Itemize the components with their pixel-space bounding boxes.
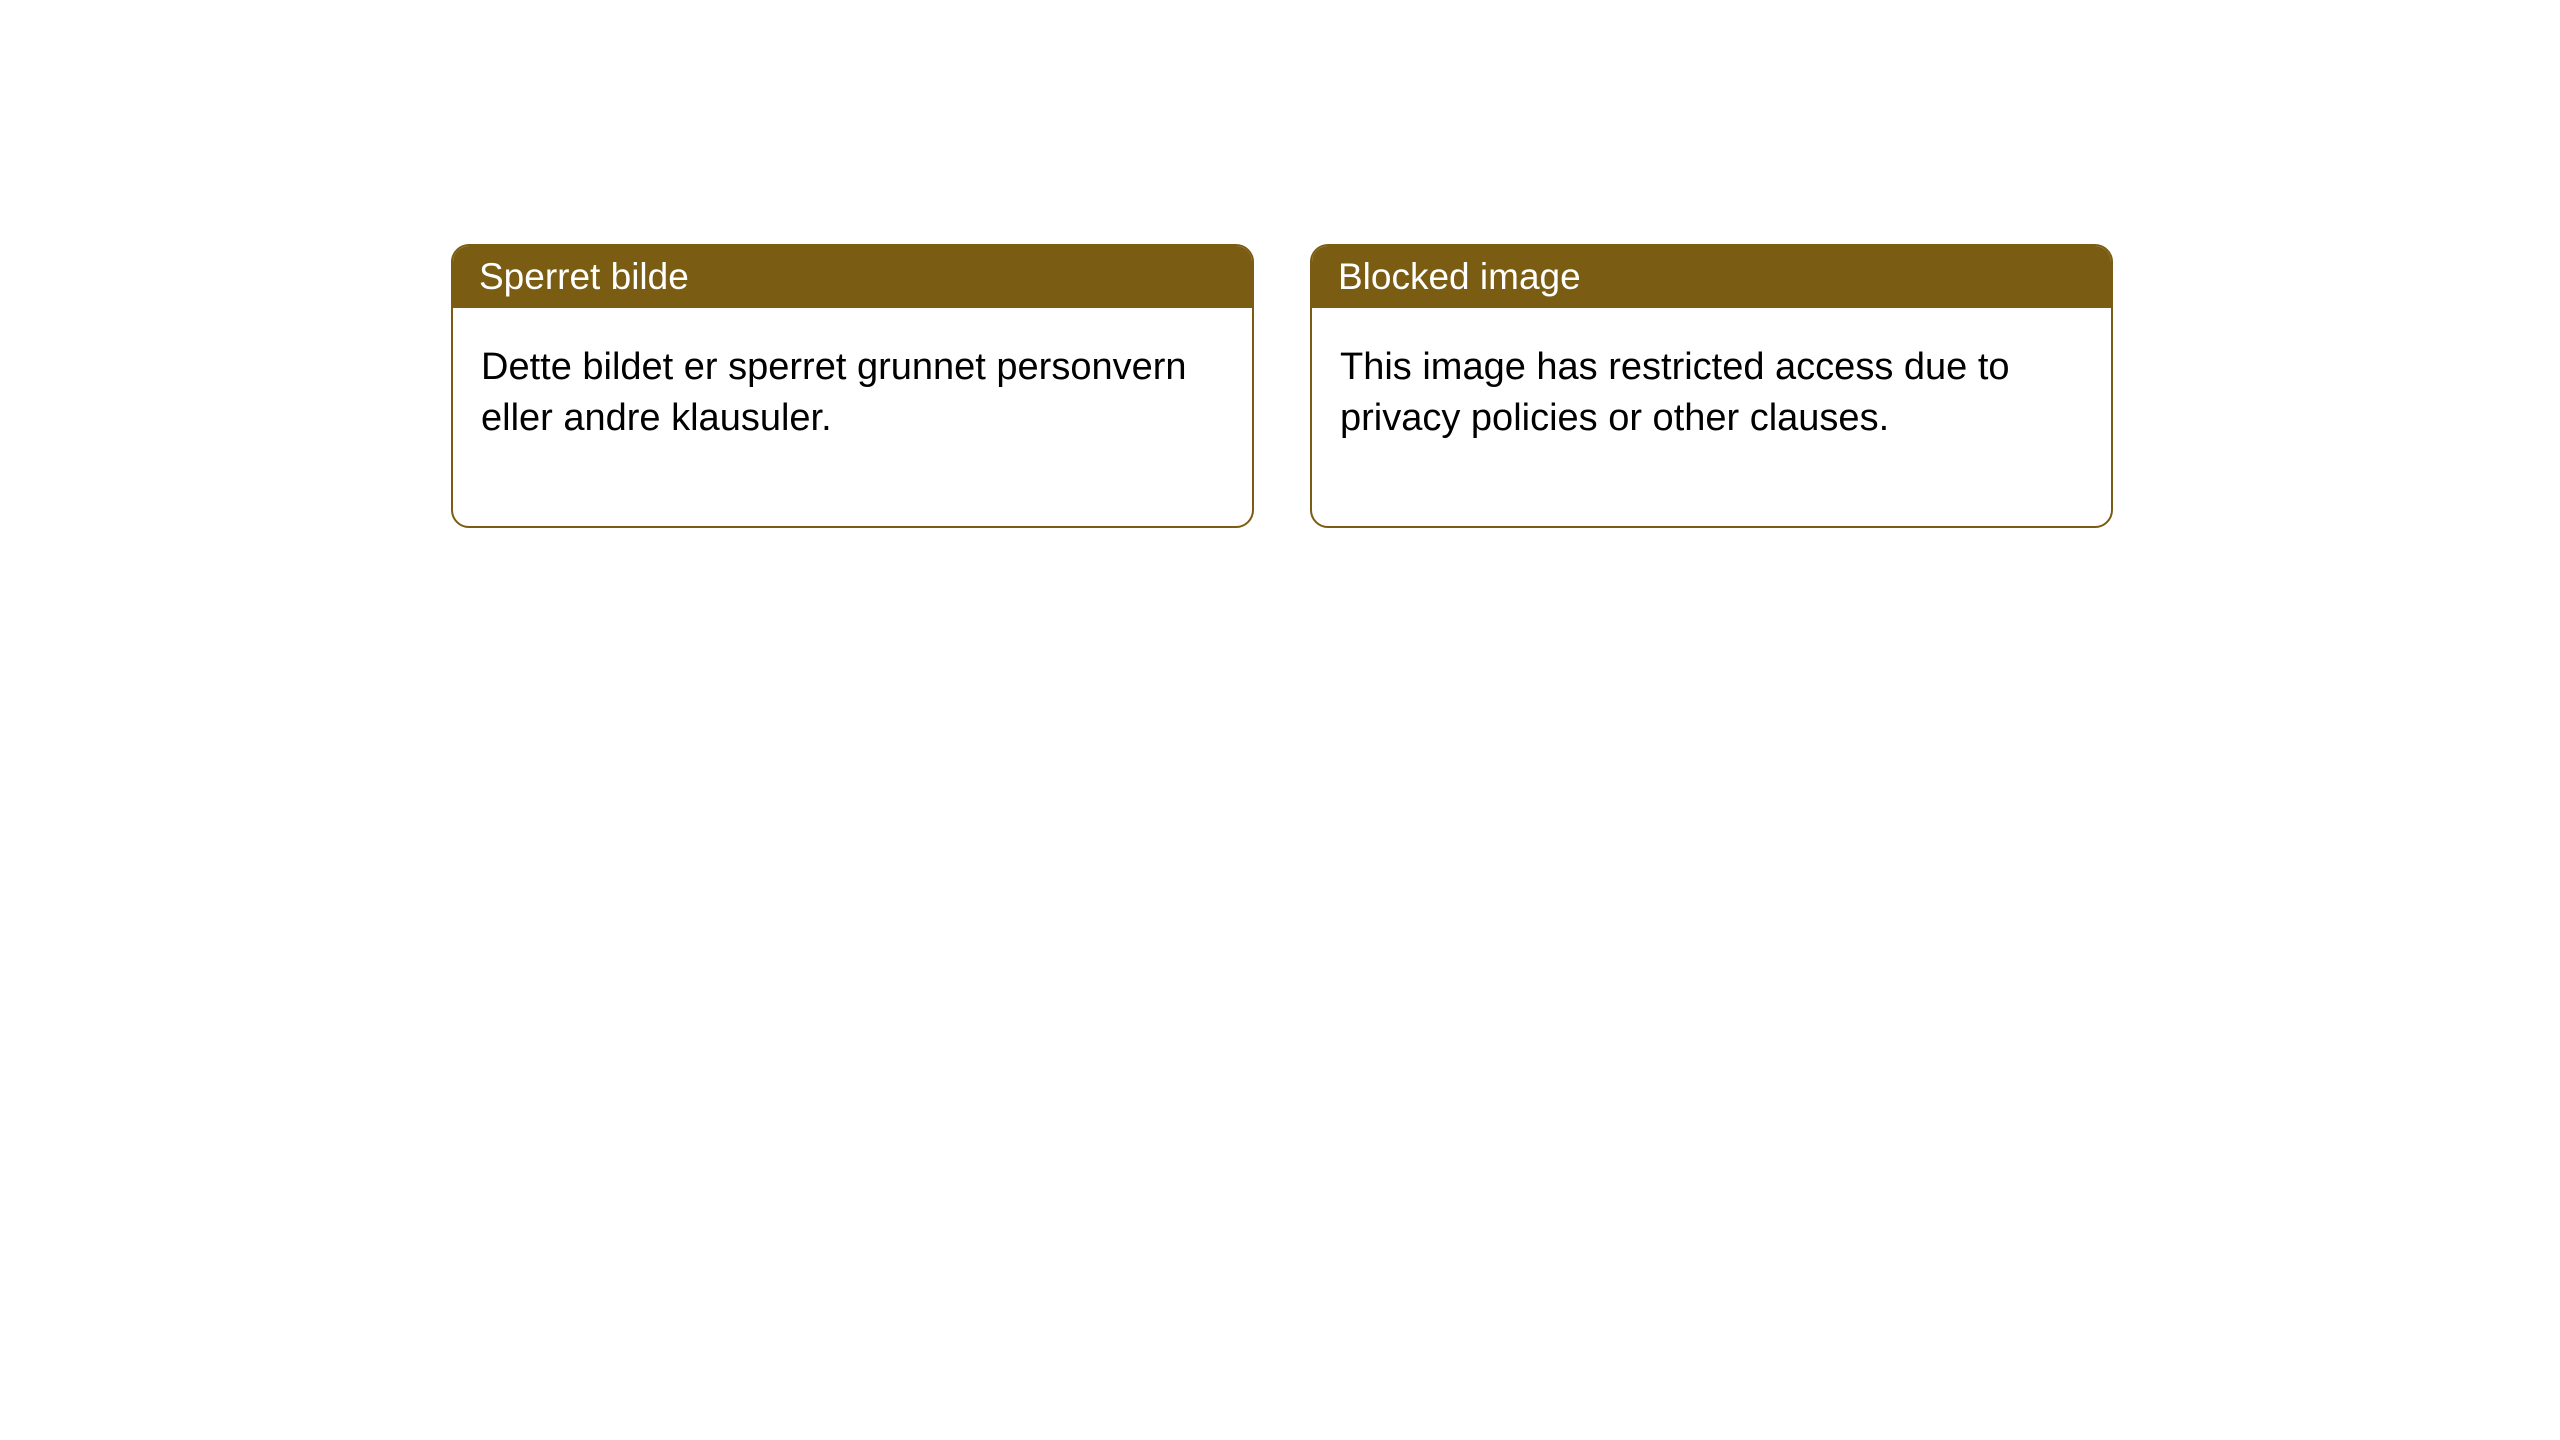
- notice-text-no: Dette bildet er sperret grunnet personve…: [481, 342, 1224, 445]
- notices-row: Sperret bilde Dette bildet er sperret gr…: [0, 0, 2560, 528]
- notice-body-en: This image has restricted access due to …: [1312, 308, 2111, 526]
- notice-card-no: Sperret bilde Dette bildet er sperret gr…: [451, 244, 1254, 528]
- notice-card-en: Blocked image This image has restricted …: [1310, 244, 2113, 528]
- notice-text-en: This image has restricted access due to …: [1340, 342, 2083, 445]
- notice-header-no: Sperret bilde: [453, 246, 1252, 308]
- notice-header-en: Blocked image: [1312, 246, 2111, 308]
- notice-body-no: Dette bildet er sperret grunnet personve…: [453, 308, 1252, 526]
